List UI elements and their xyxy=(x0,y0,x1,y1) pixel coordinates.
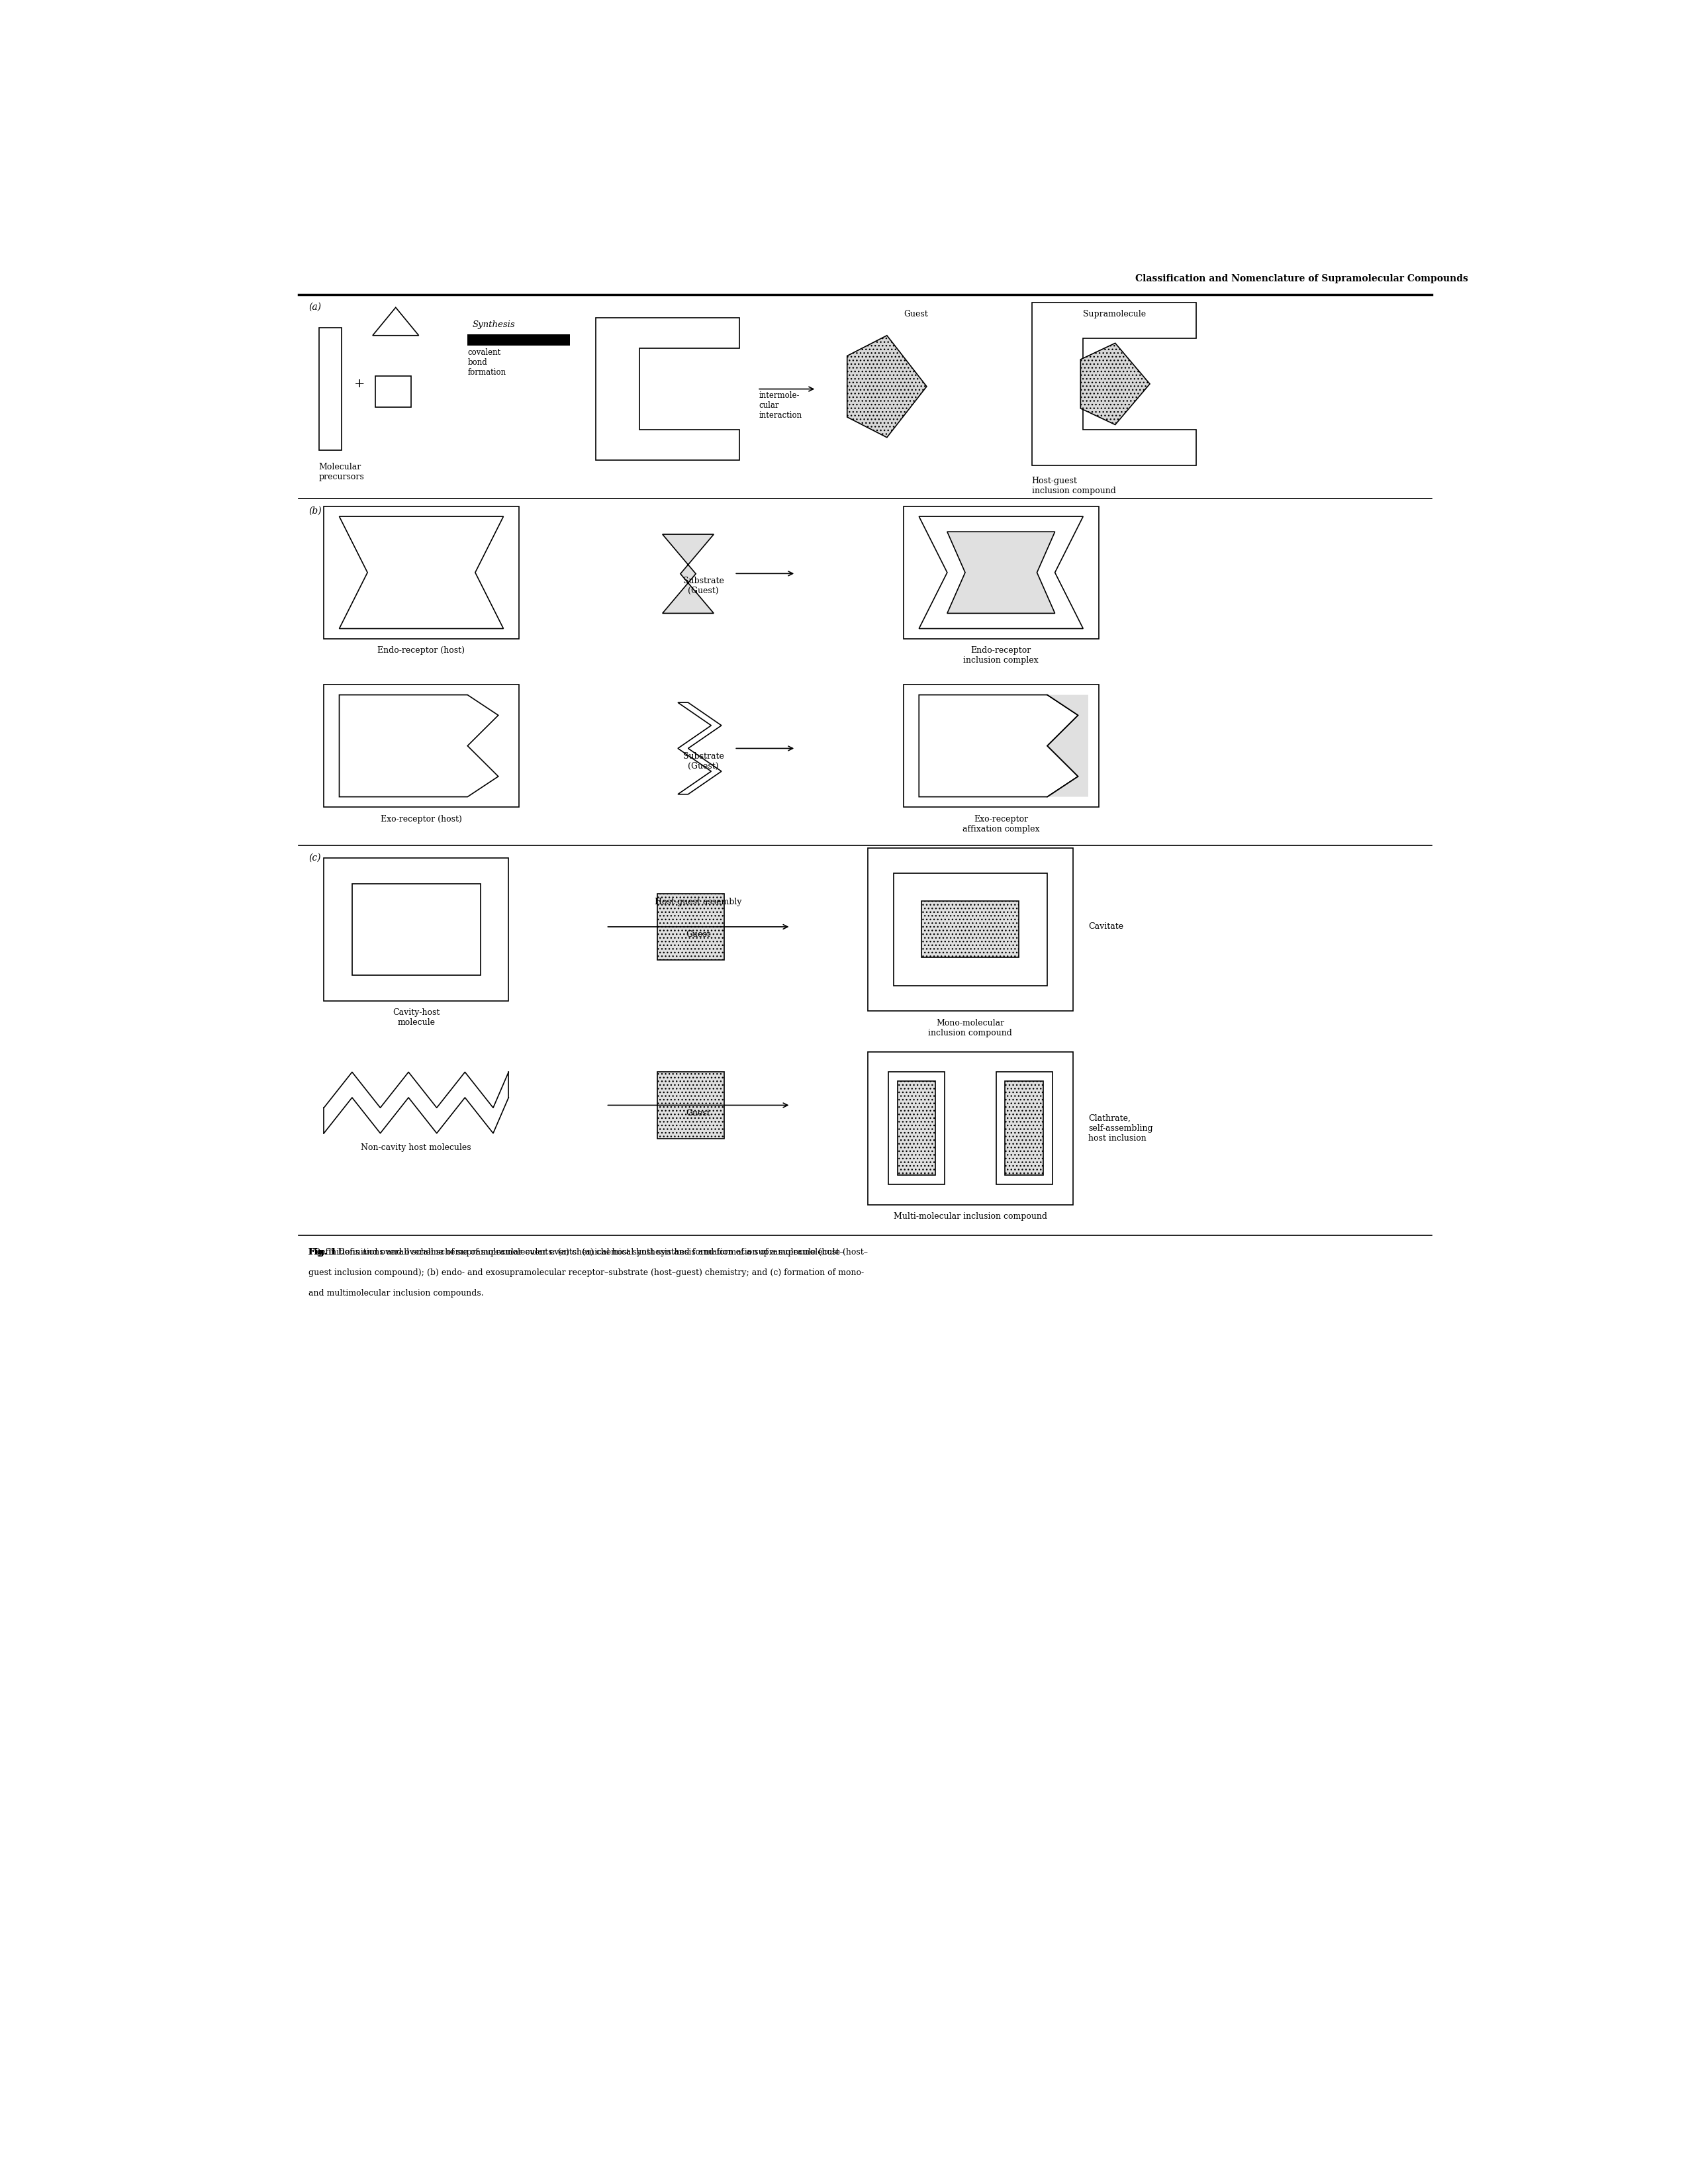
Text: Host-guest assembly: Host-guest assembly xyxy=(655,898,743,906)
Text: +: + xyxy=(354,378,365,391)
Bar xyxy=(898,1081,935,1175)
Text: Fig. 1  Definitions and overall scheme of supramolecular events: (a) chemical ho: Fig. 1 Definitions and overall scheme of… xyxy=(309,1247,868,1256)
Text: and multimolecular inclusion compounds.: and multimolecular inclusion compounds. xyxy=(309,1289,484,1297)
Bar xyxy=(903,684,1099,808)
Text: Exo-receptor
affixation complex: Exo-receptor affixation complex xyxy=(962,815,1040,832)
Bar xyxy=(898,1081,935,1175)
Polygon shape xyxy=(1031,301,1197,465)
Text: (a): (a) xyxy=(309,301,321,312)
Polygon shape xyxy=(1047,695,1089,797)
Text: Substrate
(Guest): Substrate (Guest) xyxy=(684,577,724,594)
Polygon shape xyxy=(847,336,927,437)
Text: Guest: Guest xyxy=(903,310,928,319)
Bar xyxy=(468,334,571,345)
Bar xyxy=(996,1072,1052,1184)
Text: Non-cavity host molecules: Non-cavity host molecules xyxy=(361,1144,471,1151)
Bar xyxy=(657,893,724,961)
Bar xyxy=(1004,1081,1043,1175)
Bar xyxy=(324,858,508,1000)
Bar xyxy=(1004,1081,1043,1175)
Bar xyxy=(868,847,1074,1011)
Text: Fig. 1: Fig. 1 xyxy=(309,1247,336,1256)
Text: (b): (b) xyxy=(309,507,321,515)
Text: intermole-
cular
interaction: intermole- cular interaction xyxy=(760,391,802,419)
Bar xyxy=(893,874,1047,985)
Bar xyxy=(319,328,341,450)
Text: Exo-receptor (host): Exo-receptor (host) xyxy=(381,815,463,823)
Text: Endo-receptor (host): Endo-receptor (host) xyxy=(378,646,464,655)
Text: Guest: Guest xyxy=(687,1109,711,1118)
Text: Guest: Guest xyxy=(687,930,711,939)
Text: Multi-molecular inclusion compound: Multi-molecular inclusion compound xyxy=(893,1212,1047,1221)
Bar xyxy=(324,507,518,638)
Text: Molecular
precursors: Molecular precursors xyxy=(319,463,365,480)
Text: Classification and Nomenclature of Supramolecular Compounds: Classification and Nomenclature of Supra… xyxy=(1134,275,1469,284)
Bar xyxy=(922,902,1020,957)
Text: Substrate
(Guest): Substrate (Guest) xyxy=(684,751,724,771)
Text: (c): (c) xyxy=(309,854,321,863)
Text: Host-guest
inclusion compound: Host-guest inclusion compound xyxy=(1031,476,1116,496)
Text: Fig. 1: Fig. 1 xyxy=(309,1247,336,1256)
Bar xyxy=(657,1072,724,1138)
Bar xyxy=(922,902,1020,957)
Polygon shape xyxy=(679,703,721,795)
Bar xyxy=(868,1053,1074,1206)
Text: guest inclusion compound); (b) endo- and exosupramolecular receptor–substrate (h: guest inclusion compound); (b) endo- and… xyxy=(309,1269,864,1278)
Text: Definitions and overall scheme of supramolecular events: (a) chemical host synth: Definitions and overall scheme of supram… xyxy=(309,1247,844,1256)
Text: Supramolecule: Supramolecule xyxy=(1084,310,1146,319)
Text: Cavity-host
molecule: Cavity-host molecule xyxy=(393,1009,441,1026)
Bar xyxy=(375,376,412,406)
Text: covalent
bond
formation: covalent bond formation xyxy=(468,347,506,376)
Polygon shape xyxy=(1080,343,1150,424)
Bar xyxy=(903,507,1099,638)
Text: Clathrate,
self-assembling
host inclusion: Clathrate, self-assembling host inclusio… xyxy=(1089,1114,1153,1142)
Polygon shape xyxy=(596,317,739,461)
Text: Synthesis: Synthesis xyxy=(473,321,515,330)
Bar xyxy=(888,1072,945,1184)
Bar xyxy=(657,893,724,961)
Polygon shape xyxy=(662,535,714,614)
Text: Cavitate: Cavitate xyxy=(1089,922,1124,930)
Bar xyxy=(353,885,481,976)
Text: Endo-receptor
inclusion complex: Endo-receptor inclusion complex xyxy=(964,646,1038,664)
Text: Mono-molecular
inclusion compound: Mono-molecular inclusion compound xyxy=(928,1018,1013,1037)
Text: Fig. 1: Fig. 1 xyxy=(309,1247,336,1256)
Polygon shape xyxy=(947,531,1055,614)
Bar xyxy=(324,684,518,808)
Bar xyxy=(657,1072,724,1138)
